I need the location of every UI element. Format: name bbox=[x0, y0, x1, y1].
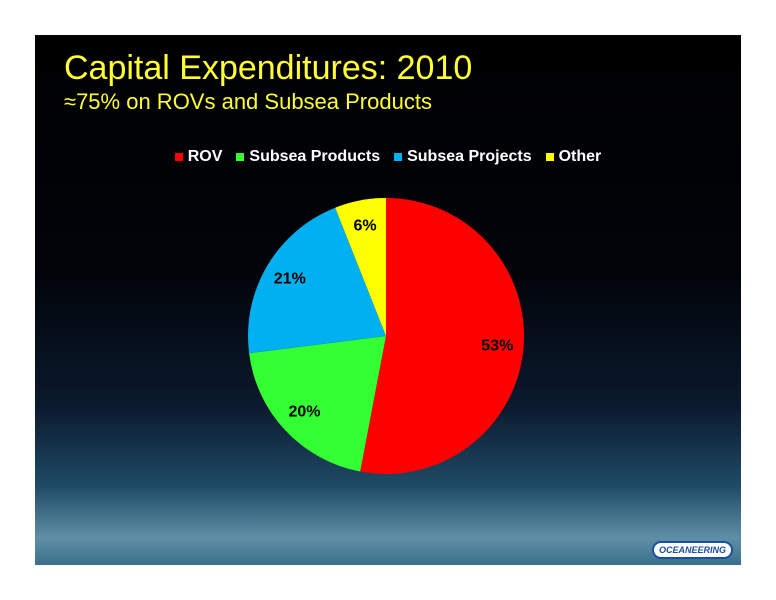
legend-item: ROV bbox=[174, 148, 223, 166]
legend-swatch bbox=[545, 153, 554, 161]
data-label: 53% bbox=[481, 338, 513, 355]
title: Capital Expenditures: 2010 bbox=[64, 49, 473, 87]
legend-swatch bbox=[394, 153, 403, 161]
legend-item: Subsea Projects bbox=[394, 148, 532, 166]
legend-swatch bbox=[174, 153, 183, 161]
legend-label: Subsea Products bbox=[249, 148, 381, 165]
pie-slice bbox=[249, 336, 386, 472]
data-label: 6% bbox=[353, 217, 376, 234]
legend-label: ROV bbox=[187, 148, 223, 165]
pie-slice bbox=[360, 198, 525, 474]
slide: Capital Expenditures: 2010 ≈75% on ROVs … bbox=[35, 35, 741, 565]
legend-label: Other bbox=[558, 148, 602, 165]
logo: OCEANEERING bbox=[652, 541, 734, 559]
legend-item: Subsea Products bbox=[236, 148, 380, 166]
pie-slice bbox=[247, 207, 386, 354]
legend-item: Other bbox=[545, 148, 602, 166]
chart: 53% 20% 21% 6% bbox=[247, 198, 525, 474]
data-label: 21% bbox=[274, 270, 306, 287]
pie-slice bbox=[335, 198, 386, 336]
legend-label: Subsea Projects bbox=[407, 148, 532, 165]
subtitle: ≈75% on ROVs and Subsea Products bbox=[64, 89, 432, 114]
legend-swatch bbox=[236, 153, 245, 161]
legend: ROV Subsea Products Subsea Projects Other bbox=[35, 148, 741, 166]
data-label: 20% bbox=[289, 404, 321, 421]
